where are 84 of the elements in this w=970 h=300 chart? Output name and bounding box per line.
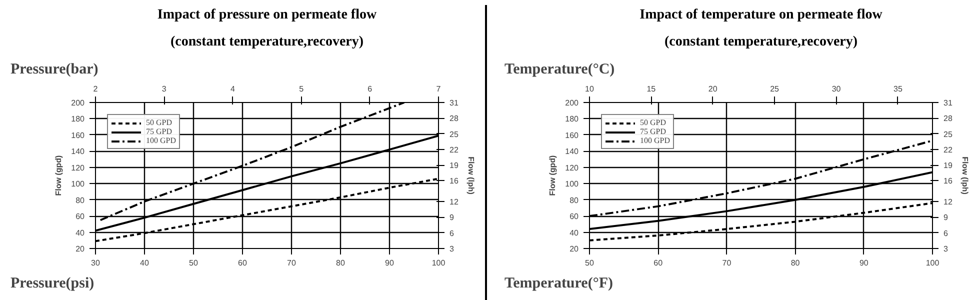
y2-tick-label: 19: [450, 161, 459, 170]
y2-tick-label: 16: [944, 176, 953, 186]
y-axis-title: Flow (gpd): [54, 154, 64, 196]
y2-tick-label: 6: [944, 228, 948, 238]
legend-label: 75 GPD: [640, 127, 666, 136]
x2-axis-title: Temperature(°C): [504, 62, 615, 78]
y-tick-label: 180: [565, 114, 580, 124]
legend-label: 100 GPD: [640, 136, 670, 145]
x2-tick-label: 10: [585, 84, 594, 94]
x2-tick-label: 4: [230, 84, 236, 94]
chart-title: Impact of temperature on permeate flow: [640, 8, 884, 22]
x2-tick-label: 30: [832, 84, 842, 94]
y2-tick-label: 6: [450, 228, 454, 238]
y2-tick-label: 9: [450, 213, 454, 222]
x2-tick-label: 15: [646, 84, 656, 94]
chart-subtitle: (constant temperature,recovery): [170, 34, 364, 50]
chart-title: Impact of pressure on permeate flow: [157, 8, 378, 22]
legend-label: 75 GPD: [146, 127, 172, 136]
legend-label: 100 GPD: [146, 136, 176, 145]
x-tick-label: 70: [722, 258, 732, 268]
x-tick-label: 30: [91, 258, 100, 268]
x2-axis-title: Pressure(bar): [10, 62, 98, 78]
y-axis-title: Flow (gpd): [548, 154, 558, 196]
legend-label: 50 GPD: [146, 118, 172, 127]
chart-subtitle: (constant temperature,recovery): [664, 34, 858, 50]
y-tick-label: 100: [565, 180, 580, 189]
y2-tick-label: 16: [450, 176, 459, 186]
y-tick-label: 120: [565, 163, 580, 172]
y2-tick-label: 25: [450, 130, 459, 139]
x-tick-label: 70: [287, 258, 296, 268]
y-tick-label: 160: [71, 130, 86, 140]
x2-tick-label: 25: [770, 84, 780, 94]
x-tick-label: 100: [432, 258, 446, 268]
x-tick-label: 50: [189, 258, 198, 268]
y2-axis-title: Flow (lph): [466, 156, 476, 195]
y-tick-label: 200: [565, 98, 580, 108]
y2-tick-label: 25: [944, 130, 953, 139]
y2-tick-label: 3: [944, 244, 948, 254]
y-tick-label: 140: [565, 147, 580, 156]
x-tick-label: 50: [585, 258, 594, 268]
x-tick-label: 60: [654, 258, 664, 268]
y-tick-label: 40: [570, 228, 580, 238]
legend-label: 50 GPD: [640, 118, 666, 127]
y2-tick-label: 31: [450, 98, 459, 108]
y-tick-label: 140: [71, 147, 86, 156]
y-tick-label: 200: [71, 98, 86, 108]
y2-tick-label: 9: [944, 213, 948, 222]
x2-tick-label: 20: [708, 84, 718, 94]
y-tick-label: 180: [71, 114, 86, 124]
y-tick-label: 100: [71, 180, 86, 189]
x2-tick-label: 7: [436, 84, 442, 94]
y2-tick-label: 22: [450, 145, 459, 154]
y2-tick-label: 3: [450, 244, 454, 254]
y2-tick-label: 19: [944, 161, 953, 170]
x2-tick-label: 35: [894, 84, 903, 94]
x-tick-label: 60: [238, 258, 248, 268]
x-tick-label: 40: [140, 258, 150, 268]
x-tick-label: 80: [790, 258, 800, 268]
y-tick-label: 60: [76, 212, 86, 222]
y2-tick-label: 28: [944, 114, 953, 124]
y-tick-label: 160: [565, 130, 580, 140]
y-tick-label: 40: [76, 228, 86, 238]
x-tick-label: 100: [926, 258, 940, 268]
x-tick-label: 90: [859, 258, 869, 268]
y2-tick-label: 28: [450, 114, 459, 124]
y-tick-label: 60: [570, 212, 580, 222]
y-tick-label: 20: [76, 244, 86, 254]
x2-tick-label: 5: [299, 84, 304, 94]
y-tick-label: 20: [570, 244, 580, 254]
x2-tick-label: 6: [368, 84, 373, 94]
y-tick-label: 80: [76, 196, 86, 205]
y-tick-label: 80: [570, 196, 580, 205]
y2-tick-label: 12: [944, 198, 953, 207]
x-axis-title: Pressure(psi): [10, 276, 94, 292]
y-tick-label: 120: [71, 163, 86, 172]
x2-tick-label: 2: [93, 84, 98, 94]
x-axis-title: Temperature(°F): [504, 276, 613, 292]
x-tick-label: 90: [385, 258, 394, 268]
y2-tick-label: 22: [944, 145, 953, 154]
y2-tick-label: 31: [944, 98, 953, 108]
x-tick-label: 80: [336, 258, 346, 268]
y2-axis-title: Flow (lph): [960, 156, 970, 195]
x2-tick-label: 3: [162, 84, 167, 94]
y2-tick-label: 12: [450, 198, 459, 207]
